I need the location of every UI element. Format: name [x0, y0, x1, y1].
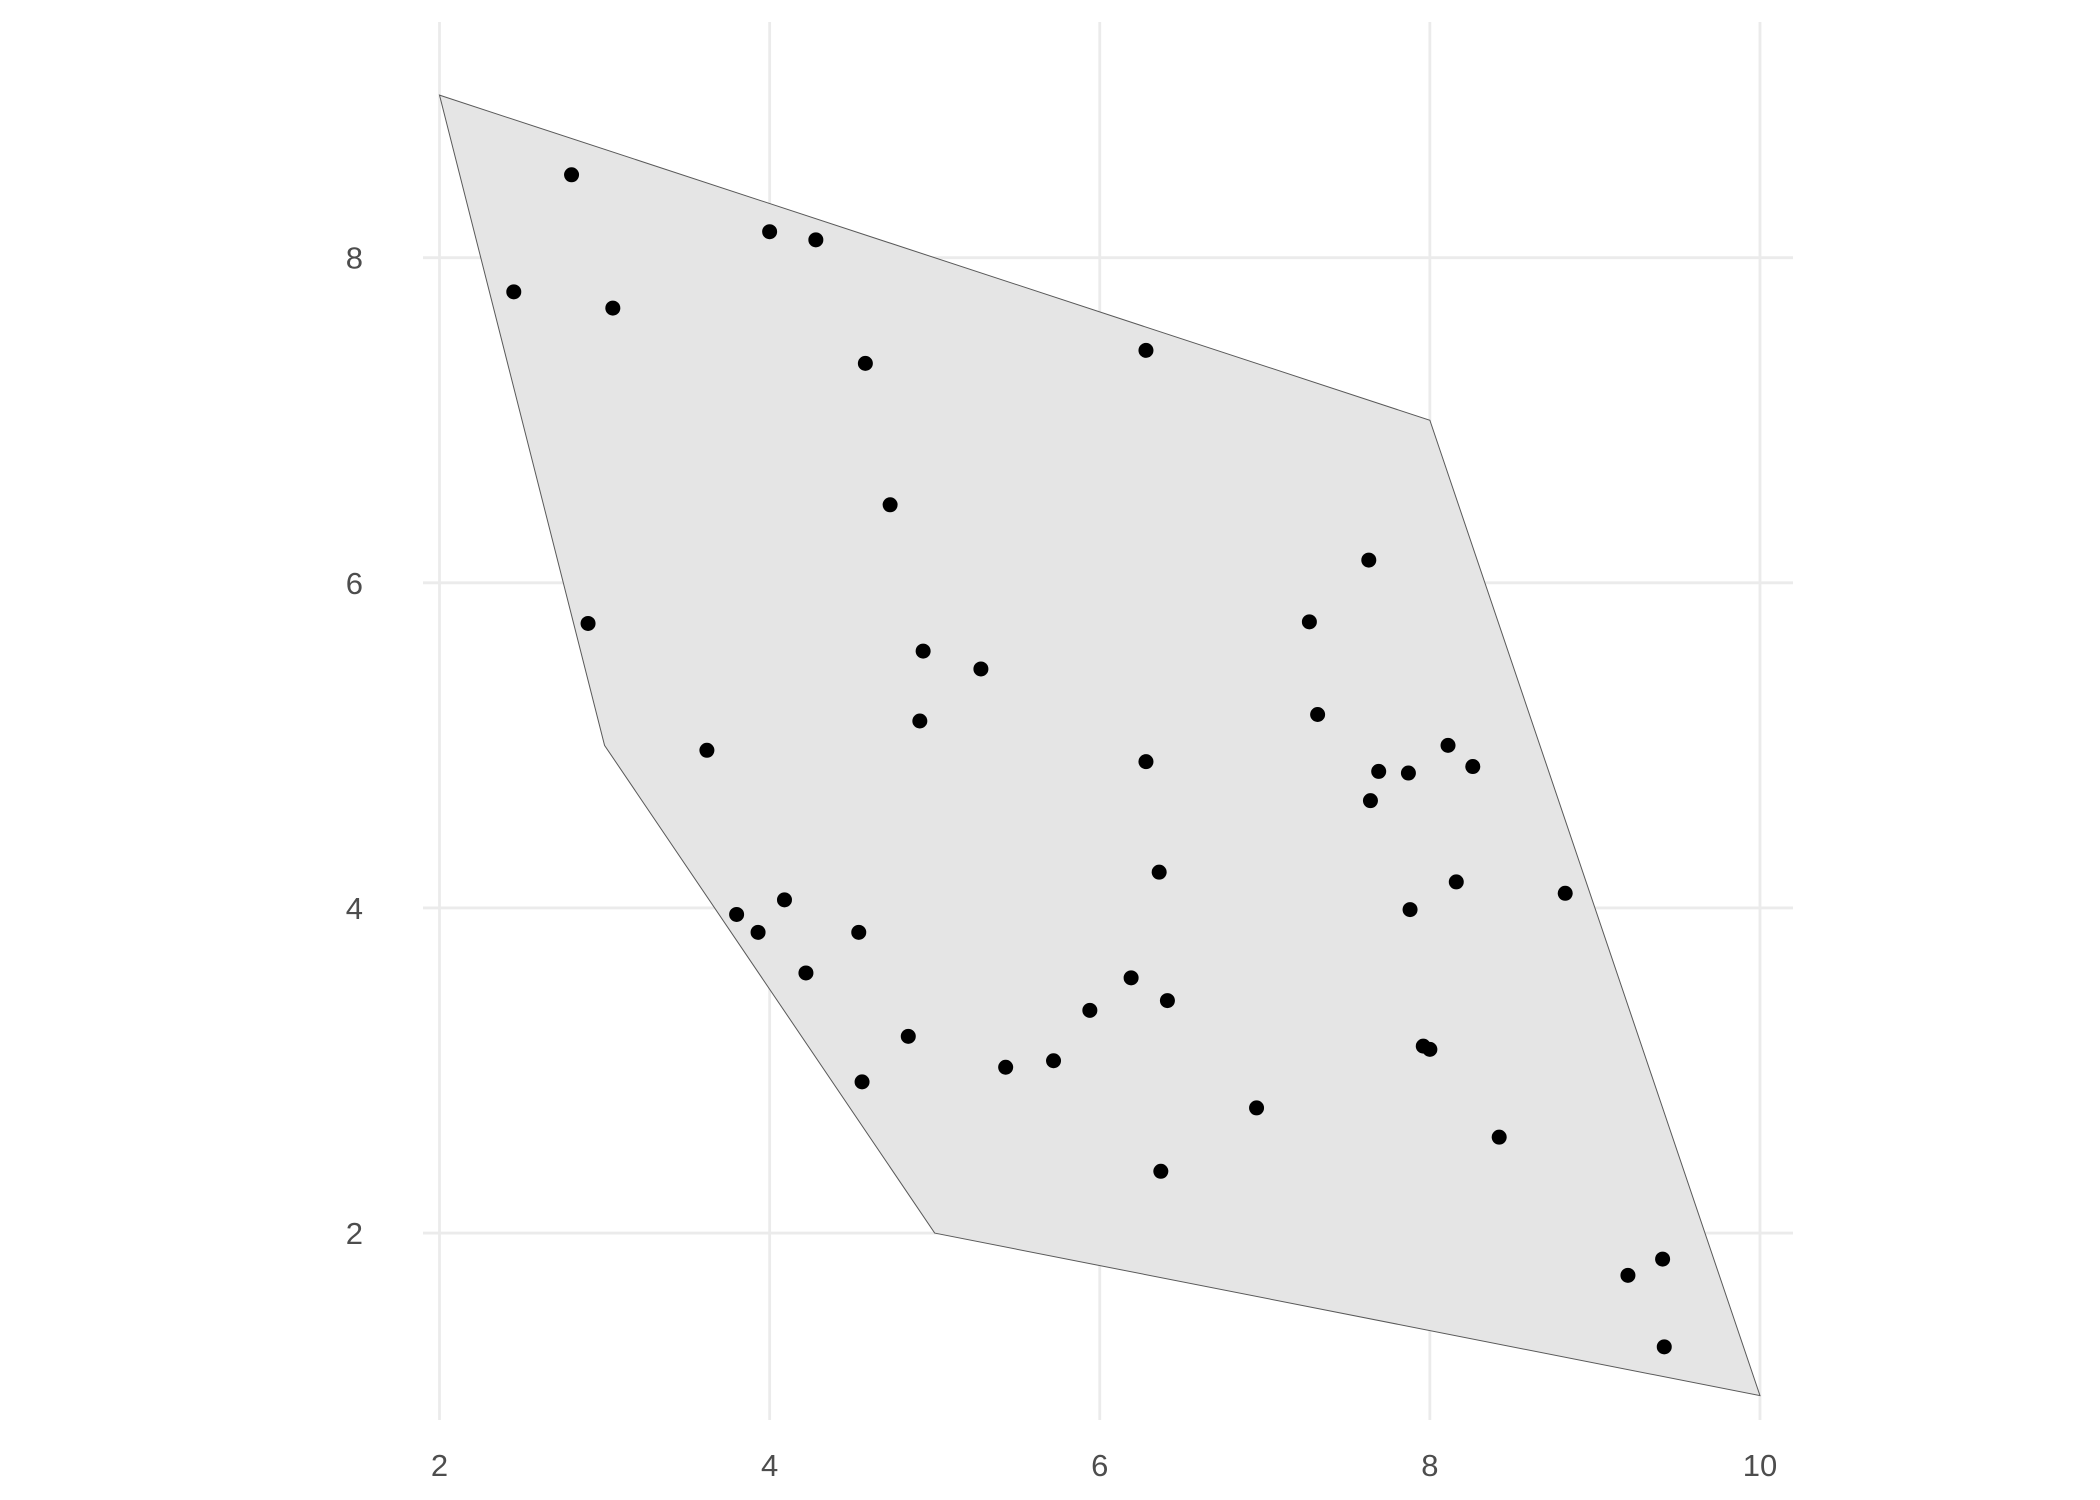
data-point	[699, 742, 715, 758]
data-point	[1138, 754, 1154, 770]
data-point	[1153, 1163, 1169, 1179]
y-axis-tick-labels: 2 4 6 8	[346, 241, 363, 1251]
data-point	[1400, 765, 1416, 781]
data-points	[506, 167, 1672, 1355]
data-point	[1301, 614, 1317, 630]
data-point	[1402, 902, 1418, 918]
data-point	[1440, 737, 1456, 753]
x-tick-label: 8	[1421, 1448, 1438, 1483]
data-point	[1655, 1251, 1671, 1267]
data-point	[1159, 993, 1175, 1009]
data-point	[1082, 1002, 1098, 1018]
data-point	[1422, 1041, 1438, 1057]
data-point	[564, 167, 580, 183]
data-point	[915, 643, 931, 659]
data-point	[605, 300, 621, 316]
data-point	[882, 497, 898, 513]
data-point	[851, 924, 867, 940]
data-point	[798, 965, 814, 981]
y-tick-label: 4	[346, 891, 363, 926]
data-point	[1138, 342, 1154, 358]
data-point	[912, 713, 928, 729]
data-point	[750, 924, 766, 940]
data-point	[1448, 874, 1464, 890]
x-tick-label: 10	[1743, 1448, 1777, 1483]
x-tick-label: 6	[1091, 1448, 1108, 1483]
y-tick-label: 8	[346, 241, 363, 276]
data-point	[900, 1028, 916, 1044]
data-point	[1361, 552, 1377, 568]
data-point	[776, 892, 792, 908]
data-point	[808, 232, 824, 248]
data-point	[762, 224, 778, 240]
y-tick-label: 6	[346, 566, 363, 601]
data-point	[1249, 1100, 1265, 1116]
data-point	[580, 615, 596, 631]
data-point	[1557, 885, 1573, 901]
data-point	[1656, 1339, 1672, 1355]
data-point	[506, 284, 522, 300]
data-point	[1046, 1053, 1062, 1069]
data-point	[857, 355, 873, 371]
data-point	[1620, 1267, 1636, 1283]
data-point	[854, 1074, 870, 1090]
data-point	[1371, 763, 1387, 779]
data-point	[998, 1059, 1014, 1075]
data-point	[1465, 759, 1481, 775]
convex-hull-polygon	[438, 94, 1761, 1397]
data-point	[729, 906, 745, 922]
data-point	[1362, 793, 1378, 809]
x-axis-tick-labels: 2 4 6 8 10	[431, 1448, 1777, 1483]
data-point	[1310, 706, 1326, 722]
data-point	[1123, 970, 1139, 986]
y-tick-label: 2	[346, 1216, 363, 1251]
data-point	[1151, 864, 1167, 880]
x-tick-label: 2	[431, 1448, 448, 1483]
data-point	[1491, 1129, 1507, 1145]
data-point	[973, 661, 989, 677]
x-tick-label: 4	[761, 1448, 778, 1483]
